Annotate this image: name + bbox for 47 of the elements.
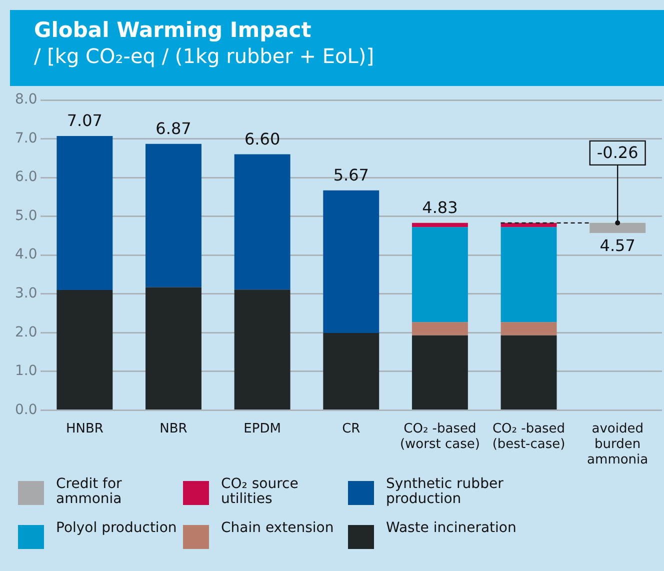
y-tick-label: 5.0 — [15, 208, 38, 224]
bar — [56, 290, 113, 410]
x-tick-label: avoided burden ammonia — [587, 421, 648, 468]
y-tick-label: 2.0 — [15, 324, 38, 340]
x-tick-label: CR — [342, 421, 360, 436]
bar — [500, 227, 557, 322]
x-tick-label: NBR — [160, 421, 188, 436]
x-tick-label: EPDM — [244, 421, 281, 436]
y-tick-label: 4.0 — [15, 246, 38, 263]
x-tick-label: CO₂ -based (worst case) — [400, 421, 480, 452]
bar — [412, 322, 468, 336]
bar — [234, 154, 290, 290]
y-tick-label: 3.0 — [15, 286, 38, 302]
bar — [323, 190, 380, 334]
bar — [412, 227, 468, 322]
total-label: 5.67 — [333, 166, 369, 184]
bar — [146, 144, 202, 288]
y-tick-label: 1.0 — [15, 363, 38, 380]
total-label: 4.83 — [422, 198, 458, 218]
y-tick-label: 0.0 — [15, 402, 38, 418]
bar — [500, 322, 557, 336]
total-label: 6.60 — [244, 129, 280, 148]
bar — [146, 287, 202, 410]
total-label: 6.87 — [156, 118, 192, 138]
bar — [56, 136, 113, 290]
legend-label: Polyol production — [56, 520, 178, 536]
y-tick-label: 8.0 — [15, 92, 38, 108]
bar — [234, 290, 290, 410]
annotation: 4.57 — [600, 236, 636, 256]
bar — [412, 335, 468, 410]
legend-label: Synthetic rubber production — [386, 476, 504, 507]
legend-label: CO₂ source utilities — [221, 476, 300, 507]
bar — [412, 222, 468, 228]
y-tick-label: 6.0 — [15, 169, 38, 186]
chart-subtitle: / [kg CO₂-eq / (1kg rubber + EoL)] — [34, 44, 375, 68]
chart-title: Global Warming Impact — [34, 18, 312, 42]
data-label: -0.26 — [596, 143, 638, 162]
bar — [500, 335, 557, 410]
bar — [590, 222, 646, 233]
x-tick-label: HNBR — [66, 421, 104, 436]
legend-label: Waste incineration — [386, 520, 518, 536]
total-label: 7.07 — [66, 111, 102, 130]
legend-label: Chain extension — [221, 520, 335, 536]
legend-label: Credit for ammonia — [56, 476, 123, 507]
y-tick-label: 7.0 — [15, 130, 38, 146]
bar — [323, 333, 380, 410]
x-tick-label: CO₂ -based (best-case) — [492, 421, 566, 452]
